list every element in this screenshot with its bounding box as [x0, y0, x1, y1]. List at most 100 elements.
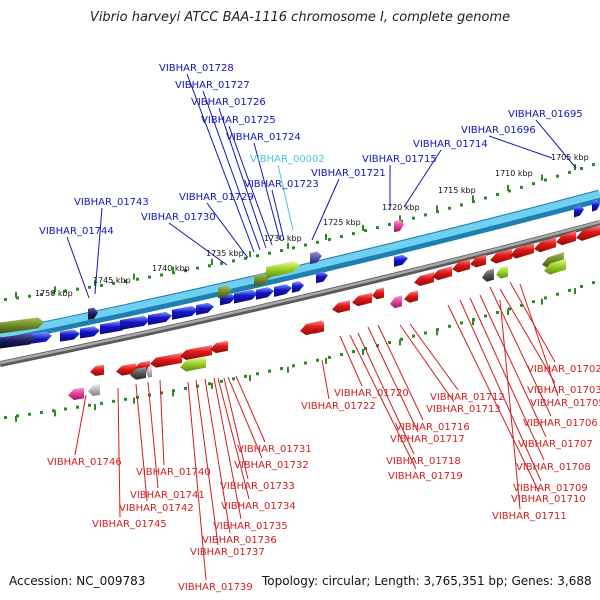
scale-dot: [184, 268, 187, 272]
scale-dot: [112, 399, 115, 403]
reverse-gene-feature: [352, 292, 372, 307]
scale-dot: [112, 281, 115, 285]
gene-label[interactable]: VIBHAR_01728: [159, 63, 234, 74]
gene-label[interactable]: VIBHAR_01707: [518, 439, 593, 450]
scale-dot: [448, 206, 451, 210]
gene-label[interactable]: VIBHAR_01702: [527, 364, 600, 375]
forward-gene-feature: [316, 271, 328, 284]
rna-gene-feature: [68, 387, 84, 400]
scale-dot: [544, 178, 547, 182]
label-leader: [66, 236, 90, 299]
gene-label[interactable]: VIBHAR_01706: [523, 418, 598, 429]
scale-dot: [304, 361, 307, 365]
scale-dot: [196, 266, 199, 270]
gene-label[interactable]: VIBHAR_01729: [179, 192, 254, 203]
scale-dot: [4, 297, 7, 301]
gene-label[interactable]: VIBHAR_01703: [527, 385, 600, 396]
gene-label[interactable]: VIBHAR_01734: [221, 501, 296, 512]
reverse-gene-feature: [470, 254, 486, 268]
reverse-gene-feature: [414, 272, 434, 286]
gene-label[interactable]: VIBHAR_01720: [334, 388, 409, 399]
label-leader: [271, 189, 285, 241]
scale-dot: [268, 369, 271, 373]
gene-label[interactable]: VIBHAR_01743: [74, 197, 149, 208]
gene-label[interactable]: VIBHAR_01725: [201, 115, 276, 126]
reverse-gene-feature: [332, 300, 350, 314]
forward-strand-highlight: [0, 190, 600, 339]
scale-dot: [436, 210, 439, 214]
gene-label[interactable]: VIBHAR_01713: [426, 404, 501, 415]
gene-label[interactable]: VIBHAR_01739: [178, 582, 253, 593]
scale-dot: [52, 409, 55, 413]
gene-label[interactable]: VIBHAR_01723: [244, 179, 319, 190]
label-leader: [74, 394, 87, 456]
label-leader: [277, 164, 294, 231]
gene-label[interactable]: VIBHAR_01736: [202, 535, 277, 546]
gene-label[interactable]: VIBHAR_01708: [516, 462, 591, 473]
scale-dot: [496, 193, 499, 197]
scale-ticks: [4, 163, 595, 422]
gene-label[interactable]: VIBHAR_01705: [530, 398, 600, 409]
gene-label[interactable]: VIBHAR_01711: [492, 511, 567, 522]
gene-label[interactable]: VIBHAR_01746: [47, 457, 122, 468]
gene-label[interactable]: VIBHAR_01737: [190, 547, 265, 558]
gene-label[interactable]: VIBHAR_01745: [92, 519, 167, 530]
gene-label[interactable]: VIBHAR_01721: [311, 168, 386, 179]
gene-label[interactable]: VIBHAR_01726: [191, 97, 266, 108]
forward-gene-feature: [394, 254, 408, 267]
reverse-strand-highlight: [0, 220, 600, 365]
forward-gene-feature: [60, 329, 80, 342]
gene-label[interactable]: VIBHAR_01717: [390, 434, 465, 445]
gene-label[interactable]: VIBHAR_01709: [513, 483, 588, 494]
gene-label[interactable]: VIBHAR_01718: [386, 456, 461, 467]
gene-label[interactable]: VIBHAR_01696: [461, 125, 536, 136]
scale-label: 1715 kbp: [438, 186, 476, 195]
reverse-gene-feature: [150, 352, 182, 368]
scale-dot: [316, 358, 319, 362]
reverse-gene-feature: [482, 268, 494, 282]
gene-label[interactable]: VIBHAR_01715: [362, 154, 437, 165]
scale-label: 1740 kbp: [152, 264, 190, 273]
gene-label[interactable]: VIBHAR_01714: [413, 139, 488, 150]
gene-label[interactable]: VIBHAR_01716: [395, 422, 470, 433]
label-leader: [228, 125, 273, 246]
gene-label[interactable]: VIBHAR_01719: [388, 471, 463, 482]
reverse-gene-feature: [404, 290, 418, 303]
forward-gene-feature: [266, 260, 300, 279]
scale-dot: [472, 200, 475, 204]
gene-label[interactable]: VIBHAR_01733: [220, 481, 295, 492]
topology-text: Topology: circular; Length: 3,765,351 bp…: [261, 574, 592, 588]
forward-gene-feature: [0, 333, 36, 349]
gene-label[interactable]: VIBHAR_01712: [430, 392, 505, 403]
gene-label[interactable]: VIBHAR_01695: [508, 109, 583, 120]
scale-label: 1730 kbp: [264, 234, 302, 243]
scale-dot: [220, 379, 223, 383]
gene-label[interactable]: VIBHAR_01727: [175, 80, 250, 91]
gene-label[interactable]: VIBHAR_01742: [119, 503, 194, 514]
gene-label[interactable]: VIBHAR_01731: [237, 444, 312, 455]
scale-dot: [4, 415, 7, 419]
reverse-gene-feature: [116, 363, 136, 376]
scale-dot: [460, 321, 463, 325]
reverse-gene-feature: [496, 265, 508, 279]
scale-label: 1705 kbp: [551, 153, 589, 162]
scale-dot: [208, 382, 211, 386]
gene-label[interactable]: VIBHAR_01730: [141, 212, 216, 223]
scale-dot: [496, 311, 499, 315]
scale-dot: [196, 384, 199, 388]
scale-dot: [52, 291, 55, 295]
gene-label[interactable]: VIBHAR_01710: [511, 494, 586, 505]
gene-label[interactable]: VIBHAR_01744: [39, 226, 114, 237]
gene-label[interactable]: VIBHAR_01732: [234, 460, 309, 471]
gene-label[interactable]: VIBHAR_01724: [226, 132, 301, 143]
gene-label[interactable]: VIBHAR_01741: [130, 490, 205, 501]
label-leader: [217, 377, 250, 500]
forward-gene-feature: [0, 317, 44, 334]
scale-dot: [388, 340, 391, 344]
gene-label[interactable]: VIBHAR_01722: [301, 401, 376, 412]
label-leader: [535, 119, 577, 169]
gene-label[interactable]: VIBHAR_01735: [213, 521, 288, 532]
reverse-gene-feature: [490, 248, 512, 264]
gene-label[interactable]: VIBHAR_00002: [250, 154, 325, 165]
gene-label[interactable]: VIBHAR_01740: [136, 467, 211, 478]
